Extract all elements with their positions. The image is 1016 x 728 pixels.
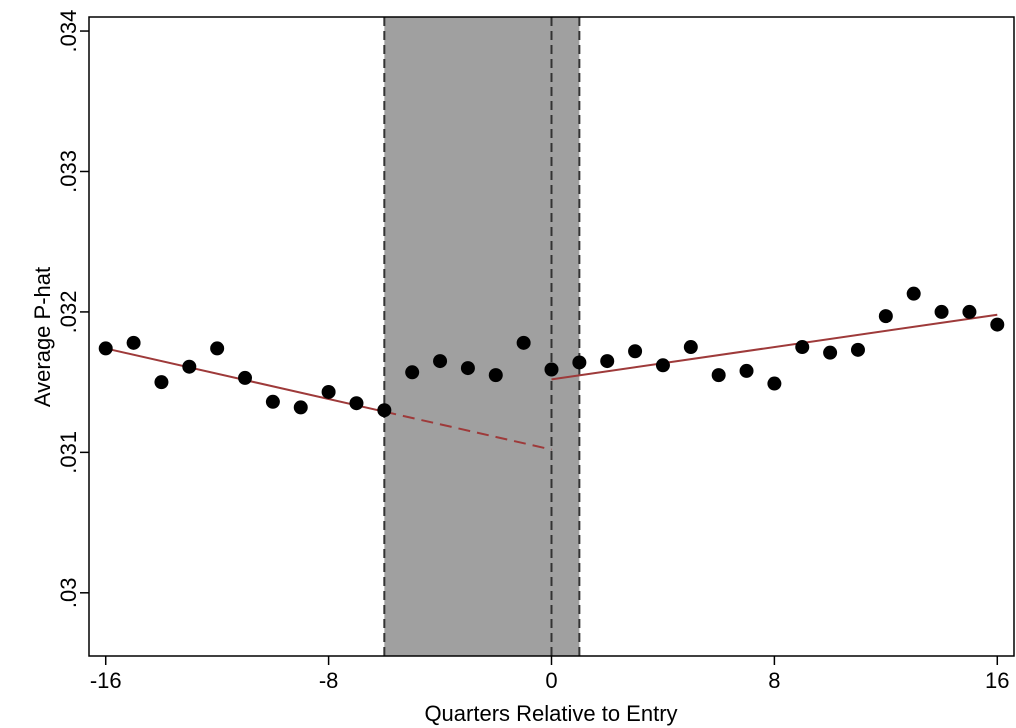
data-point — [628, 344, 643, 359]
data-point — [293, 400, 308, 415]
data-point — [767, 376, 782, 391]
data-point — [182, 359, 197, 374]
fit-line-2 — [551, 313, 998, 381]
plot-area: -16 -8 0 8 16 .03 .031 .032 .033 .034 — [56, 10, 1015, 693]
data-point — [98, 341, 113, 356]
data-point — [934, 304, 949, 319]
data-point — [878, 309, 893, 324]
x-axis-title: Quarters Relative to Entry — [424, 701, 677, 726]
data-point — [711, 368, 726, 383]
y-tick-label: .034 — [56, 10, 81, 53]
data-point — [850, 342, 865, 357]
data-point — [210, 341, 225, 356]
data-point — [572, 355, 587, 370]
data-point — [460, 361, 475, 376]
y-tick-label: .032 — [56, 291, 81, 334]
data-point — [600, 354, 615, 369]
data-point — [544, 362, 559, 377]
data-point — [990, 317, 1005, 332]
data-point — [349, 396, 364, 411]
data-point — [739, 363, 754, 378]
data-point — [795, 340, 810, 355]
x-tick-label: -16 — [90, 668, 122, 693]
data-point — [265, 394, 280, 409]
y-tick-label: .031 — [56, 431, 81, 474]
data-point — [488, 368, 503, 383]
y-tick-label: .03 — [56, 578, 81, 609]
data-point — [906, 286, 921, 301]
x-tick-label: 16 — [985, 668, 1009, 693]
data-point — [377, 403, 392, 418]
data-point — [516, 335, 531, 350]
data-point — [238, 370, 253, 385]
data-point — [433, 354, 448, 369]
data-point — [321, 384, 336, 399]
x-tick-label: 8 — [768, 668, 780, 693]
data-point — [154, 375, 169, 390]
data-point — [655, 358, 670, 373]
x-tick-label: 0 — [545, 668, 557, 693]
data-point — [126, 335, 141, 350]
shaded-region — [384, 17, 580, 656]
y-tick-label: .033 — [56, 150, 81, 193]
y-axis-title: Average P-hat — [30, 267, 55, 407]
data-point — [405, 365, 420, 380]
fit-line-1 — [384, 410, 552, 451]
data-point — [683, 340, 698, 355]
data-point — [962, 304, 977, 319]
x-tick-label: -8 — [319, 668, 339, 693]
data-point — [823, 345, 838, 360]
